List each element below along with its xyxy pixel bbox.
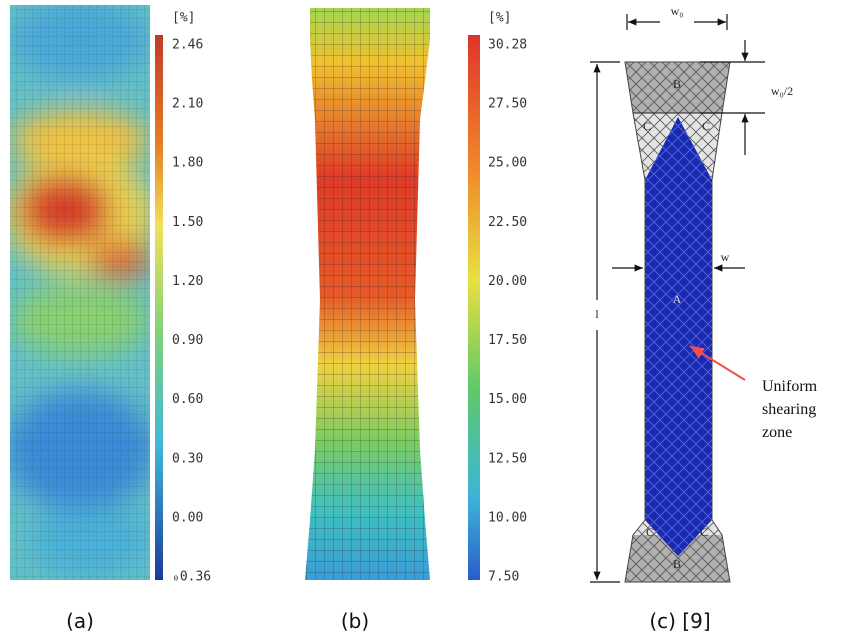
colorbar-unit: [%] bbox=[172, 11, 195, 26]
colorbar-tick-label: 0.30 bbox=[172, 451, 203, 466]
region-label: B bbox=[673, 557, 681, 571]
region-label: B bbox=[673, 77, 681, 91]
region-label: A bbox=[673, 292, 682, 306]
colorbar-tick-label: 0.90 bbox=[172, 333, 203, 348]
colorbar-tick-label: 1.50 bbox=[172, 215, 203, 230]
specimen-diagram bbox=[590, 14, 765, 583]
colorbar-unit: [%] bbox=[488, 11, 511, 26]
colorbar-tick-label: 15.00 bbox=[488, 392, 527, 407]
colorbar-tick-label: 1.20 bbox=[172, 274, 203, 289]
colorbar-tick-label: 25.00 bbox=[488, 156, 527, 171]
dimension-label: w₀ bbox=[671, 4, 684, 18]
region-label: C bbox=[702, 119, 710, 133]
dimension-label: w bbox=[721, 250, 730, 264]
panel-a-map bbox=[10, 5, 150, 580]
colorbar-tick-label: 1.80 bbox=[172, 156, 203, 171]
colorbar-tick-label: 27.50 bbox=[488, 97, 527, 112]
colorbar-tick-label: 0.00 bbox=[172, 510, 203, 525]
annotation: zone bbox=[762, 424, 792, 441]
colorbar-tick-label: 22.50 bbox=[488, 215, 527, 230]
panel-b-map bbox=[305, 8, 430, 580]
colorbar-tick-label: 2.10 bbox=[172, 97, 203, 112]
annotation: Uniform bbox=[762, 378, 818, 395]
colorbar-tick-label: 20.00 bbox=[488, 274, 527, 289]
region-label: C bbox=[643, 119, 651, 133]
colorbar-tick-label: 7.50 bbox=[488, 570, 519, 585]
colorbar-b bbox=[468, 35, 480, 580]
colorbar-tick-label: 30.28 bbox=[488, 38, 527, 53]
caption: (c) [9] bbox=[649, 609, 710, 633]
colorbar-tick-label: ₀0.36 bbox=[172, 570, 211, 585]
region-label: C bbox=[700, 525, 708, 539]
annotation: shearing bbox=[762, 401, 816, 418]
caption: (b) bbox=[341, 609, 369, 633]
colorbar-tick-label: 0.60 bbox=[172, 392, 203, 407]
caption: (a) bbox=[66, 609, 94, 633]
colorbar-tick-label: 17.50 bbox=[488, 333, 527, 348]
colorbar-tick-label: 12.50 bbox=[488, 451, 527, 466]
dimension-label: l bbox=[595, 307, 599, 321]
region-label: C bbox=[646, 525, 654, 539]
colorbar-tick-label: 2.46 bbox=[172, 38, 203, 53]
dimension-label: w₀/2 bbox=[771, 84, 793, 98]
colorbar-tick-label: 10.00 bbox=[488, 510, 527, 525]
colorbar-a bbox=[155, 35, 163, 580]
